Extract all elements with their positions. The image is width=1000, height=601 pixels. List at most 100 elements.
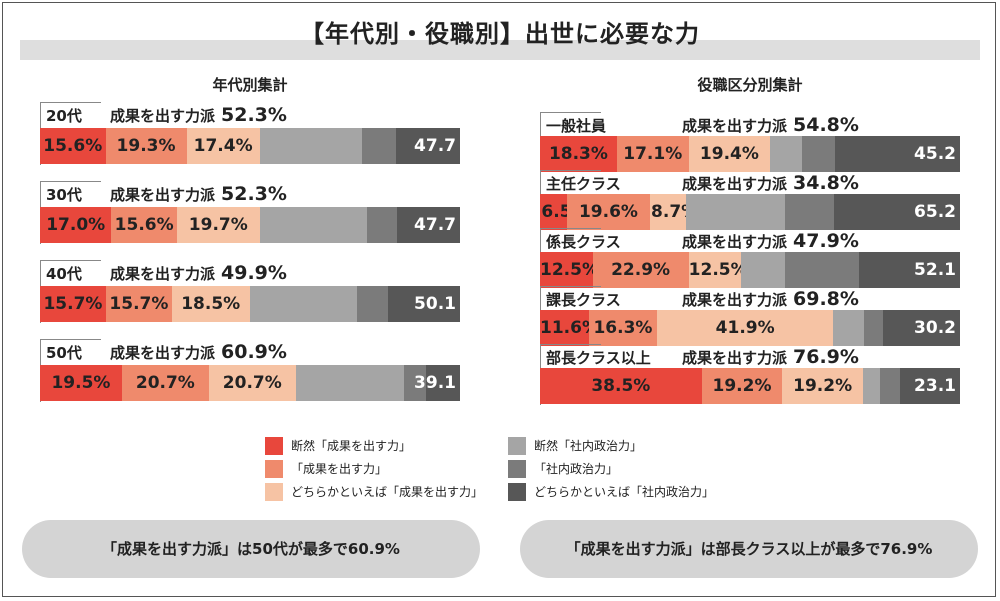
row-total-label: 52.3% <box>221 104 287 126</box>
bar-value-label: 19.4% <box>699 144 759 164</box>
row-total-label: 34.8% <box>793 172 859 194</box>
bar-segment-5 <box>863 310 884 346</box>
summary-right: 「成果を出す力派」は部長クラス以上が最多で76.9% <box>520 520 978 578</box>
bar-value-label: 23.1 <box>914 376 956 396</box>
bar-segment-2 <box>592 252 689 288</box>
bar-segment-4 <box>741 252 785 288</box>
row-caption: 成果を出す力派 <box>682 233 788 251</box>
bar-value-label: 22.9% <box>611 260 671 280</box>
stacked-bar: 6.5% 19.6% 8.7% 65.2 <box>540 194 960 230</box>
row-label: 20代 成果を出す力派 52.3% <box>46 104 287 126</box>
bar-segment-4 <box>770 136 802 172</box>
bar-value-label: 50.1 <box>414 294 456 314</box>
row-caption: 成果を出す力派 <box>110 107 216 125</box>
bar-segment-3 <box>186 128 260 164</box>
legend-swatch <box>265 483 283 501</box>
bar-segment-5 <box>784 194 834 230</box>
bar-segment-1 <box>540 310 589 346</box>
stacked-bar: 12.5% 22.9% 12.5% 52.1 <box>540 252 960 288</box>
bar-segment-1 <box>540 136 617 172</box>
bar-segment-6 <box>883 310 960 346</box>
bar-segment-2 <box>105 286 172 322</box>
bar-segment-2 <box>105 128 187 164</box>
row-category: 部長クラス以上 <box>546 349 651 367</box>
bar-segment-6 <box>397 207 460 243</box>
bar-value-label: 11.6% <box>540 318 599 338</box>
bar-value-label: 20.7% <box>135 373 195 393</box>
row-caption: 成果を出す力派 <box>682 291 788 309</box>
row-caption: 成果を出す力派 <box>110 344 216 362</box>
legend-label: 断然「成果を出す力」 <box>291 439 412 453</box>
bar-segment-6 <box>396 128 460 164</box>
bar-value-label: 15.7% <box>109 294 169 314</box>
bar-value-label: 18.5% <box>181 294 241 314</box>
bar-value-label: 52.1 <box>914 260 956 280</box>
bar-segment-3 <box>208 365 296 401</box>
bar-segment-5 <box>880 368 900 404</box>
title-band <box>20 40 980 60</box>
row-category: 係長クラス <box>546 233 621 251</box>
bar-segment-3 <box>171 286 250 322</box>
bar-segment-1 <box>540 252 593 288</box>
legend-swatch <box>508 460 526 478</box>
bar-segment-4 <box>686 194 785 230</box>
bar-segment-6 <box>387 286 460 322</box>
bar-value-label: 65.2 <box>914 202 956 222</box>
bar-segment-2 <box>588 310 658 346</box>
bar-segment-4 <box>833 310 864 346</box>
bar-value-label: 16.3% <box>593 318 653 338</box>
bar-segment-1 <box>40 207 112 243</box>
row-label: 部長クラス以上 成果を出す力派 76.9% <box>546 346 859 368</box>
row-label: 50代 成果を出す力派 60.9% <box>46 341 287 363</box>
row-category: 一般社員 <box>546 117 607 135</box>
bar-segment-5 <box>367 207 397 243</box>
bar-value-label: 12.5% <box>540 260 599 280</box>
row-total-label: 49.9% <box>221 262 287 284</box>
bar-value-label: 20.7% <box>222 373 282 393</box>
legend-label: 「社内政治力」 <box>534 462 619 476</box>
bar-segment-2 <box>567 194 650 230</box>
bar-value-label: 17.1% <box>623 144 683 164</box>
row-label: 40代 成果を出す力派 49.9% <box>46 262 287 284</box>
bar-value-label: 19.5% <box>51 373 111 393</box>
bar-value-label: 39.1 <box>414 373 456 393</box>
left-chart-title: 年代別集計 <box>212 76 288 94</box>
bar-value-label: 19.2% <box>712 376 772 396</box>
row-category: 30代 <box>46 186 82 204</box>
row-label: 課長クラス 成果を出す力派 69.8% <box>546 288 859 310</box>
summary-left: 「成果を出す力派」は50代が最多で60.9% <box>22 520 480 578</box>
bar-segment-5 <box>784 252 859 288</box>
bar-segment-5 <box>357 286 388 322</box>
bar-segment-2 <box>616 136 689 172</box>
row-label: 一般社員 成果を出す力派 54.8% <box>546 114 859 136</box>
bar-value-label: 15.6% <box>114 215 174 235</box>
bar-segment-3 <box>688 252 742 288</box>
bar-value-label: 18.3% <box>548 144 608 164</box>
bar-value-label: 38.5% <box>591 376 651 396</box>
bar-segment-3 <box>782 368 863 404</box>
bar-value-label: 45.2 <box>914 144 956 164</box>
legend-swatch <box>265 460 283 478</box>
bar-value-label: 17.0% <box>46 215 106 235</box>
bar-value-label: 17.4% <box>193 136 253 156</box>
row-caption: 成果を出す力派 <box>682 117 788 135</box>
bar-value-label: 12.5% <box>688 260 748 280</box>
row-total-label: 76.9% <box>793 346 859 368</box>
legend-label: 「成果を出す力」 <box>291 462 388 476</box>
bar-value-label: 15.7% <box>43 294 103 314</box>
bar-segment-1 <box>540 368 702 404</box>
bar-value-label: 47.7 <box>414 215 456 235</box>
legend-label: どちらかといえば「成果を出す力」 <box>291 485 484 499</box>
bar-value-label: 15.6% <box>43 136 103 156</box>
bar-value-label: 19.6% <box>578 202 638 222</box>
bar-segment-6 <box>858 252 960 288</box>
bar-value-label: 19.3% <box>116 136 176 156</box>
legend-swatch <box>508 483 526 501</box>
bar-segment-6 <box>899 368 960 404</box>
stacked-bar: 11.6% 16.3% 41.9% 30.2 <box>540 310 960 346</box>
bar-segment-5 <box>361 128 397 164</box>
stacked-bar: 18.3% 17.1% 19.4% 45.2 <box>540 136 960 172</box>
row-category: 40代 <box>46 265 82 283</box>
bar-segment-1 <box>540 194 568 230</box>
